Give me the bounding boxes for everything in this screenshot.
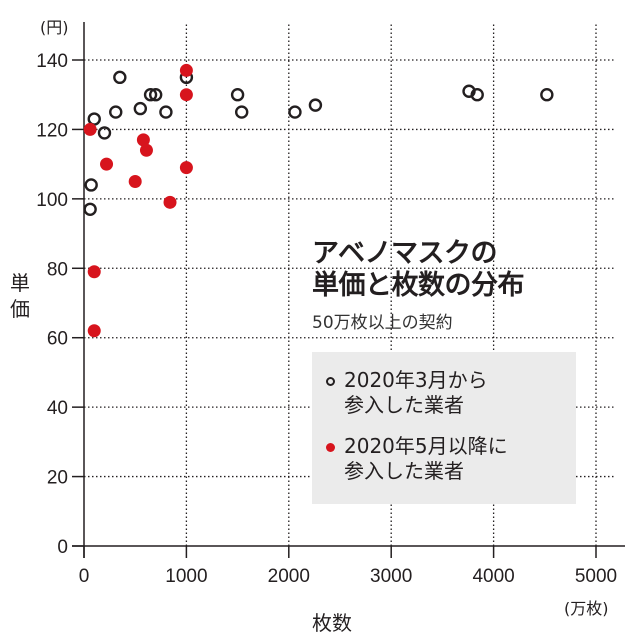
data-point	[128, 175, 142, 188]
data-point	[179, 63, 193, 77]
svg-text:0: 0	[79, 566, 90, 587]
x-axis-title: 枚数	[312, 611, 352, 635]
svg-text:1000: 1000	[165, 566, 207, 587]
chart-subtitle: 50万枚以上の契約	[312, 313, 453, 333]
data-point	[540, 88, 554, 102]
data-point	[179, 161, 193, 175]
data-point	[100, 157, 114, 171]
data-point	[83, 122, 97, 136]
data-point	[113, 70, 127, 85]
data-point	[84, 178, 98, 192]
svg-text:2000: 2000	[268, 566, 310, 587]
svg-text:80: 80	[47, 259, 68, 280]
data-point	[148, 88, 163, 102]
chart-title-block: アベノマスクの 単価と枚数の分布 50万枚以上の契約	[312, 238, 525, 333]
svg-text:0: 0	[57, 537, 68, 558]
data-point	[139, 143, 153, 157]
data-point	[163, 195, 177, 209]
legend-item-may: 2020年5月以降に 参入した業者	[326, 434, 508, 484]
svg-text:100: 100	[36, 190, 68, 211]
data-point	[179, 88, 193, 102]
legend-item-march: 2020年3月から 参入した業者	[326, 368, 488, 418]
data-point	[288, 105, 302, 119]
svg-text:20: 20	[47, 468, 68, 489]
data-point	[308, 98, 323, 112]
chart-title-line-1: アベノマスクの	[312, 238, 497, 269]
svg-text:価: 価	[10, 297, 30, 321]
svg-text:単: 単	[10, 271, 30, 295]
data-point	[470, 88, 484, 102]
data-points	[83, 63, 554, 338]
x-unit-label: (万枚)	[564, 599, 609, 618]
tick-labels: 0 20 40 60 80 100 120 140 0 1000 2000 3000 4000 5000	[36, 51, 617, 587]
data-point	[109, 105, 123, 119]
filled-circle-icon	[326, 443, 335, 452]
open-circle-icon	[326, 377, 335, 386]
svg-text:120: 120	[36, 120, 68, 141]
data-point	[87, 112, 101, 126]
svg-text:60: 60	[47, 329, 68, 350]
y-unit-label: (円)	[40, 18, 69, 37]
data-point	[97, 126, 112, 140]
data-point	[87, 265, 101, 279]
svg-text:3000: 3000	[370, 566, 412, 587]
legend: 2020年3月から 参入した業者 2020年5月以降に 参入した業者	[312, 352, 576, 504]
svg-text:40: 40	[47, 398, 68, 419]
svg-text:4000: 4000	[472, 566, 514, 587]
data-point	[133, 101, 148, 116]
data-point	[83, 202, 97, 216]
data-point	[234, 105, 249, 119]
svg-text:5000: 5000	[575, 566, 617, 587]
data-point	[136, 133, 150, 147]
data-point	[143, 88, 158, 102]
chart-title-line-2: 単価と枚数の分布	[312, 270, 525, 301]
data-point	[159, 105, 173, 119]
axes	[72, 22, 625, 558]
y-axis-title: 単 価	[10, 271, 30, 321]
data-point	[87, 324, 101, 338]
data-point	[230, 88, 245, 102]
svg-text:140: 140	[36, 51, 68, 72]
